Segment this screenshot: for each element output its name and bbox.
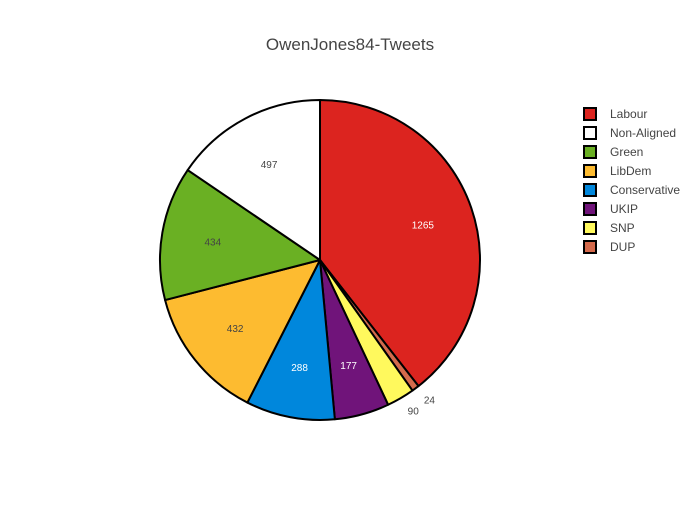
slice-value-label-ukip: 177 (340, 361, 357, 372)
legend-item-libdem[interactable]: LibDem (583, 164, 651, 178)
legend-label-labour: Labour (610, 107, 647, 121)
legend-swatch-libdem (583, 164, 597, 178)
legend-label-libdem: LibDem (610, 164, 651, 178)
legend-item-green[interactable]: Green (583, 145, 643, 159)
chart-title: OwenJones84-Tweets (266, 35, 434, 54)
slice-value-label-snp: 90 (408, 406, 420, 417)
legend-swatch-ukip (583, 202, 597, 216)
slice-value-label-dup: 24 (424, 396, 436, 407)
pie-slice-green[interactable] (159, 169, 321, 302)
legend: Labour Non-Aligned Green LibDem Conservative… (583, 107, 680, 254)
legend-item-ukip[interactable]: UKIP (583, 202, 638, 216)
pie-slice-conservative[interactable] (246, 259, 336, 421)
slice-value-label-non-aligned: 497 (261, 160, 278, 171)
legend-swatch-green (583, 145, 597, 159)
slice-value-label-libdem: 432 (227, 324, 244, 335)
legend-label-ukip: UKIP (610, 202, 638, 216)
slice-value-label-conservative: 288 (291, 363, 308, 374)
legend-swatch-conservative (583, 183, 597, 197)
pie-slice-non-aligned[interactable] (186, 99, 321, 261)
legend-item-labour[interactable]: Labour (583, 107, 647, 121)
legend-item-non-aligned[interactable]: Non-Aligned (583, 126, 676, 140)
legend-swatch-labour (583, 107, 597, 121)
legend-swatch-non-aligned (583, 126, 597, 140)
pie-slice-libdem[interactable] (164, 259, 321, 404)
legend-item-conservative[interactable]: Conservative (583, 183, 680, 197)
legend-label-conservative: Conservative (610, 183, 680, 197)
legend-label-non-aligned: Non-Aligned (610, 126, 676, 140)
pie-slices (159, 99, 481, 421)
pie-labels: 1265 24 90 177 288 432 434 497 (204, 160, 435, 417)
legend-item-dup[interactable]: DUP (583, 240, 635, 254)
legend-swatch-dup (583, 240, 597, 254)
legend-label-dup: DUP (610, 240, 635, 254)
legend-label-green: Green (610, 145, 643, 159)
legend-label-snp: SNP (610, 221, 635, 235)
slice-value-label-labour: 1265 (412, 221, 435, 232)
legend-item-snp[interactable]: SNP (583, 221, 635, 235)
slice-value-label-green: 434 (204, 237, 221, 248)
pie-slice-labour[interactable] (319, 99, 481, 388)
legend-swatch-snp (583, 221, 597, 235)
